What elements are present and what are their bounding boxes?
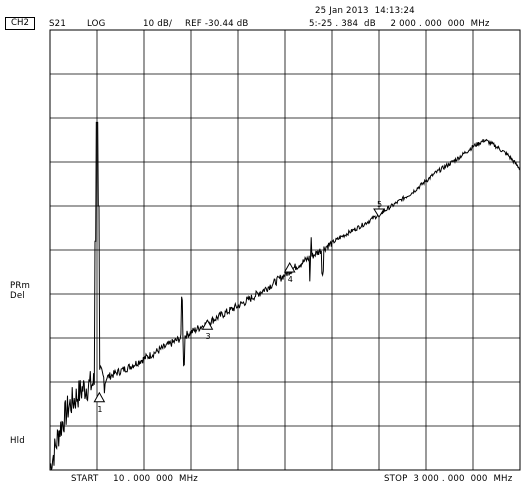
start-frequency: START 10 . 000 000 MHz (71, 474, 199, 484)
marker-3-icon (201, 319, 214, 330)
marker-1-label: 1 (97, 405, 102, 414)
marker-5-label: 5 (377, 200, 382, 209)
stop-frequency: STOP 3 000 . 000 000 MHz (384, 474, 513, 484)
side-label-prm: PRm (10, 281, 31, 291)
datetime: 25 Jan 2013 14:13:24 (315, 6, 415, 16)
scale-label: 10 dB/ (143, 19, 173, 29)
marker-4-icon (283, 261, 296, 273)
marker-5-icon (373, 208, 385, 218)
marker-3-label: 3 (205, 332, 210, 341)
parameter-label: S21 (49, 19, 66, 29)
side-label-del: Del (10, 291, 25, 301)
marker-1-icon (93, 391, 106, 403)
channel-indicator[interactable]: CH2 (5, 17, 35, 30)
measurement-trace (49, 121, 521, 471)
format-label: LOG (87, 19, 106, 29)
side-label-hld: Hld (10, 436, 25, 446)
reference-label: REF -30.44 dB (185, 19, 249, 29)
marker-readout: 5:-25 . 384 dB 2 000 . 000 000 MHz (309, 19, 490, 29)
marker-4-label: 4 (288, 275, 293, 284)
